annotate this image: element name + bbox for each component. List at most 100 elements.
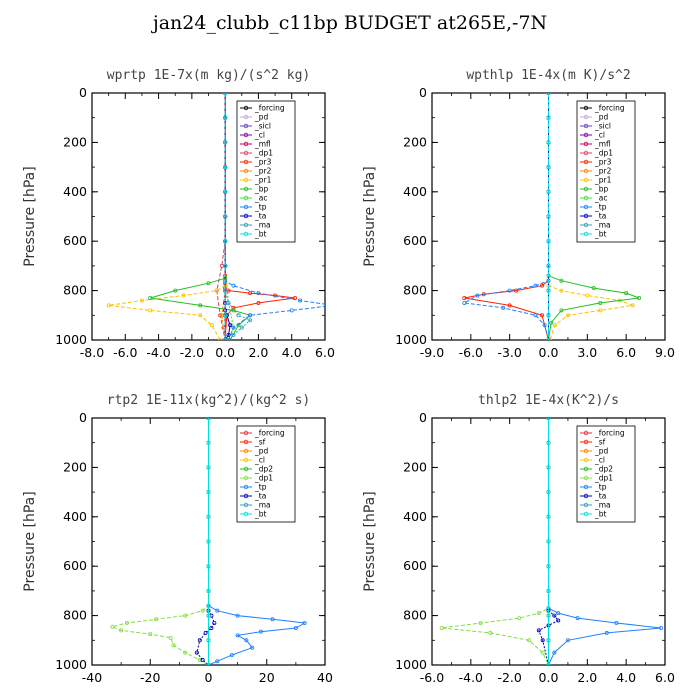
data-point-pr1 [552, 323, 557, 328]
legend-marker-tp [243, 204, 249, 210]
x-tick-label: 0.0 [539, 345, 559, 360]
x-tick-label: 6.0 [315, 345, 335, 360]
legend-entry: _cl [594, 131, 605, 140]
data-point-tp [501, 305, 506, 310]
y-tick-label: 1000 [395, 332, 427, 347]
data-point-tp [215, 659, 220, 664]
data-point-tp [250, 645, 255, 650]
legend: _forcing_sf_pd_cl_dp2_dp1_tp_ta_ma_bt [576, 425, 636, 523]
x-tick-label: -4.0 [146, 345, 170, 360]
legend-marker-bt [243, 231, 249, 237]
legend-entry: _dp2 [594, 465, 613, 474]
legend-entry: _sicl [254, 122, 271, 131]
x-tick-label: -4.0 [459, 670, 483, 685]
legend-entry: _ac [594, 194, 607, 203]
x-tick-label: 9.0 [655, 345, 675, 360]
data-point-bt [546, 165, 551, 170]
legend-entry: _pd [254, 447, 269, 456]
x-tick-label: -6.0 [459, 345, 483, 360]
data-point-pr3 [507, 303, 512, 308]
data-point-bt [546, 663, 551, 665]
data-point-bt [546, 418, 551, 420]
legend-marker-cl [243, 457, 249, 463]
legend-marker-pr2 [243, 168, 249, 174]
data-point-bt [206, 465, 211, 470]
x-tick-label: 6.0 [655, 670, 675, 685]
data-point-dp1 [439, 625, 444, 630]
y-tick-label: 800 [63, 608, 87, 623]
data-point-tp [270, 617, 275, 622]
legend-entry: _bt [254, 510, 267, 519]
legend-entry: _ma [594, 221, 611, 230]
x-tick-label: -40 [82, 670, 102, 685]
data-point-tp [248, 313, 253, 318]
legend-entry: _tp [254, 203, 267, 212]
y-tick-label: 400 [403, 509, 427, 524]
series-group [439, 418, 664, 665]
y-tick-label: 0 [79, 410, 87, 425]
legend-entry: _bt [594, 510, 607, 519]
data-point-bt [546, 465, 551, 470]
legend-entry: _ma [594, 501, 611, 510]
legend: _forcing_sf_pd_cl_dp2_dp1_tp_ta_ma_bt [236, 425, 296, 523]
series-line-pr1 [108, 93, 226, 340]
legend-marker-pd [583, 114, 589, 120]
data-point-dp1 [110, 624, 115, 629]
data-point-tp [565, 638, 570, 643]
legend-marker-pr3 [243, 159, 249, 165]
data-point-pr1 [209, 323, 214, 328]
data-point-bt [546, 313, 551, 318]
y-tick-label: 600 [63, 558, 87, 573]
data-point-bt [546, 288, 551, 293]
data-point-dp1 [183, 613, 188, 618]
data-point-pr1 [181, 293, 186, 298]
legend-marker-bt [583, 511, 589, 517]
legend-marker-pr1 [583, 177, 589, 183]
panel-4: thlp2 1E-4x(K^2)/s Pressure [hPa] 0 200 400 6… [362, 393, 675, 685]
legend-marker-dp1 [243, 475, 249, 481]
legend-marker-pd [583, 448, 589, 454]
legend-entry: _pd [594, 113, 609, 122]
legend-marker-sicl [583, 123, 589, 129]
legend-entry: _forcing [594, 429, 625, 438]
data-point-tp [293, 625, 298, 630]
legend-entry: _dp1 [254, 474, 273, 483]
data-point-tp [475, 293, 480, 298]
y-axis-label: Pressure [hPa] [22, 166, 38, 266]
data-point-bt [206, 539, 211, 544]
y-tick-label: 600 [63, 233, 87, 248]
y-axis-label: Pressure [hPa] [362, 491, 378, 591]
data-point-tp [298, 298, 303, 303]
x-tick-label: -2.0 [497, 670, 521, 685]
data-point-bt [223, 165, 228, 170]
legend-entry: _ta [254, 492, 266, 501]
data-point-bt [546, 338, 551, 340]
data-point-bp [549, 320, 554, 325]
legend-marker-ma [583, 222, 589, 228]
legend: _forcing_pd_sicl_cl_mfl_dp1_pr3_pr2_pr1_… [576, 100, 636, 243]
y-tick-label: 800 [63, 283, 87, 298]
data-point-dp1 [517, 616, 522, 621]
data-point-dp1 [119, 628, 124, 633]
legend-entry: _ma [254, 501, 271, 510]
legend-marker-ma [243, 222, 249, 228]
data-point-ma [248, 318, 253, 323]
series-line-ma [224, 93, 252, 340]
legend-entry: _cl [254, 456, 265, 465]
data-point-bt [223, 263, 228, 268]
data-point-pr1 [148, 308, 153, 313]
series-line-dp1 [441, 418, 549, 665]
data-point-bp [559, 278, 564, 283]
y-tick-label: 200 [63, 134, 87, 149]
legend-entry: _bp [594, 185, 609, 194]
x-tick-label: 6.0 [616, 345, 636, 360]
legend-entry: _sicl [594, 122, 611, 131]
legend: _forcing_pd_sicl_cl_mfl_dp1_pr3_pr2_pr1_… [236, 100, 296, 243]
data-point-tp [552, 650, 557, 655]
data-point-bt [223, 338, 228, 340]
data-point-pr1 [598, 308, 603, 313]
y-axis-label: Pressure [hPa] [362, 166, 378, 266]
data-point-pr1 [198, 313, 203, 318]
data-point-ta [536, 628, 541, 633]
